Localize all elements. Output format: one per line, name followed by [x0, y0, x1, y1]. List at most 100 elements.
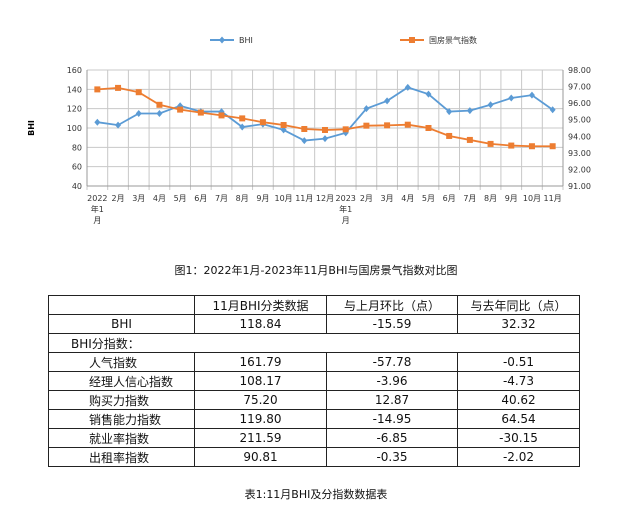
legend-label: 国房景气指数 — [429, 35, 477, 45]
cell: 118.84 — [194, 314, 327, 334]
y2-tick-label: 91.00 — [568, 182, 591, 191]
data-point — [549, 143, 556, 150]
y-tick-label: 60 — [72, 163, 82, 172]
header-cell: 与去年同比（点） — [457, 295, 580, 315]
x-tick-label: 6月 — [443, 194, 456, 203]
data-point — [301, 137, 308, 145]
data-point — [342, 126, 349, 133]
y-tick-label: 80 — [72, 143, 82, 152]
x-tick-label: 2月 — [360, 194, 373, 203]
data-point — [404, 121, 411, 128]
y2-tick-label: 92.00 — [568, 165, 591, 174]
data-point — [322, 135, 328, 143]
x-tick-label: 10月 — [275, 194, 293, 203]
data-point — [384, 122, 391, 129]
data-point — [549, 106, 556, 114]
legend-marker — [219, 36, 225, 44]
cell: 40.62 — [457, 390, 580, 410]
y2-tick-label: 94.00 — [568, 132, 591, 141]
cell: 32.32 — [457, 314, 580, 334]
x-tick-label: 月 — [93, 216, 101, 225]
cell: 12.87 — [326, 390, 458, 410]
x-tick-label: 11月 — [544, 194, 562, 203]
data-point — [218, 112, 225, 119]
cell: 119.80 — [194, 409, 327, 429]
data-point — [322, 126, 328, 133]
x-tick-label: 11月 — [295, 194, 313, 203]
cell: 90.81 — [194, 447, 327, 467]
cell: -6.85 — [326, 428, 458, 448]
x-tick-label: 5月 — [174, 194, 187, 203]
figure-caption: 图1：2022年1月-2023年11月BHI与国房景气指数对比图 — [174, 264, 458, 277]
data-point — [508, 142, 515, 149]
x-tick-label: 6月 — [194, 194, 207, 203]
x-tick-label: 7月 — [215, 194, 228, 203]
y-tick-label: 40 — [72, 182, 82, 191]
cell: -0.51 — [457, 352, 580, 372]
y2-tick-label: 98.00 — [568, 66, 591, 75]
table-row: 出租率指数 90.81 -0.35 -2.02 — [48, 447, 580, 467]
data-point — [363, 122, 370, 129]
y-axis-label: BHI — [27, 120, 36, 136]
data-point — [446, 108, 453, 116]
data-point — [280, 122, 287, 129]
cell: -14.95 — [326, 409, 458, 429]
y2-tick-label: 93.00 — [568, 149, 591, 158]
data-point — [135, 89, 142, 96]
cell: -57.78 — [326, 352, 458, 372]
table-row: 经理人信心指数 108.17 -3.96 -4.73 — [48, 371, 580, 391]
x-tick-label: 2022 — [87, 194, 107, 203]
cell: 64.54 — [457, 409, 580, 429]
cell: -4.73 — [457, 371, 580, 391]
cell: -30.15 — [457, 428, 580, 448]
data-point — [425, 90, 432, 98]
data-point — [259, 119, 266, 126]
data-point — [115, 121, 122, 129]
x-tick-label: 3月 — [132, 194, 145, 203]
x-tick-label: 4月 — [153, 194, 166, 203]
legend-marker — [409, 37, 415, 43]
cell: 购买力指数 — [48, 390, 195, 410]
x-tick-label: 9月 — [256, 194, 269, 203]
x-tick-label: 4月 — [401, 194, 414, 203]
table-row-bhi: BHI 118.84 -15.59 32.32 — [48, 314, 580, 334]
data-point — [301, 125, 308, 132]
data-point — [156, 101, 163, 108]
table-row: 人气指数 161.79 -57.78 -0.51 — [48, 352, 580, 372]
cell: -15.59 — [326, 314, 458, 334]
data-point — [487, 140, 494, 147]
x-tick-label: 2023 — [336, 194, 356, 203]
data-point — [487, 101, 494, 109]
table-header-row: 11月BHI分类数据 与上月环比（点） 与去年同比（点） — [48, 295, 580, 315]
table-row: 就业率指数 211.59 -6.85 -30.15 — [48, 428, 580, 448]
cell: 就业率指数 — [48, 428, 195, 448]
y2-tick-label: 96.00 — [568, 99, 591, 108]
sub-index-title: BHI分指数： — [48, 333, 580, 353]
data-point — [197, 109, 204, 116]
data-point — [156, 110, 163, 117]
data-point — [239, 123, 246, 131]
data-point — [115, 84, 122, 91]
header-cell: 11月BHI分类数据 — [194, 295, 327, 315]
cell: 211.59 — [194, 428, 327, 448]
data-point — [94, 118, 101, 126]
cell: -3.96 — [326, 371, 458, 391]
x-tick-label: 2月 — [111, 194, 124, 203]
cell: 出租率指数 — [48, 447, 195, 467]
data-point — [135, 110, 142, 117]
data-point — [177, 106, 184, 113]
table-subheader-row: BHI分指数： — [48, 333, 580, 353]
data-point — [446, 132, 453, 139]
y-tick-label: 160 — [67, 66, 82, 75]
x-tick-label: 10月 — [523, 194, 541, 203]
x-tick-label: 5月 — [422, 194, 435, 203]
x-tick-label: 3月 — [381, 194, 394, 203]
data-point — [528, 91, 535, 99]
data-point — [528, 143, 535, 150]
data-point — [404, 83, 411, 91]
cell: 经理人信心指数 — [48, 371, 195, 391]
data-point — [363, 105, 370, 113]
cell: 销售能力指数 — [48, 409, 195, 429]
data-point — [508, 94, 515, 102]
bhi-comparison-chart: 40 60 80 100 120 140 160 91.00 92.00 93.00 94.00 95… — [27, 35, 591, 225]
